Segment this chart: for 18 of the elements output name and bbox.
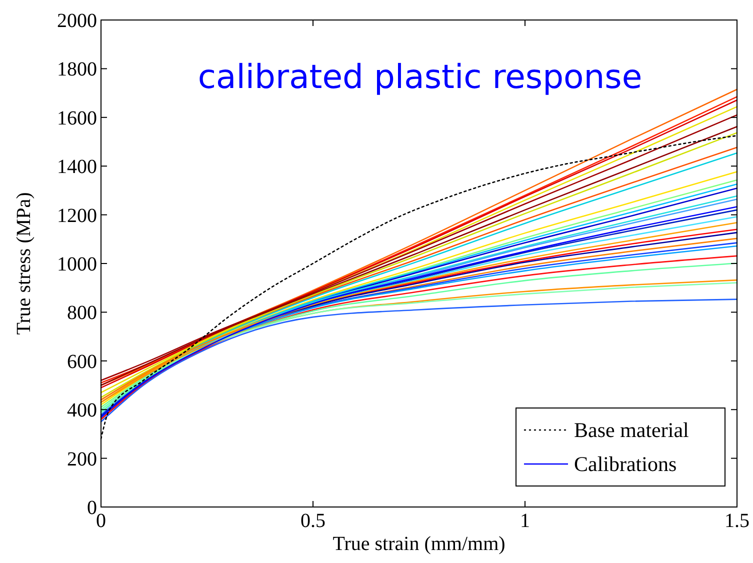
y-tick-label: 600 bbox=[67, 350, 97, 373]
y-tick-label: 1800 bbox=[57, 58, 97, 81]
y-tick-label: 1000 bbox=[57, 254, 97, 276]
legend-label: Calibrations bbox=[574, 452, 677, 476]
y-tick-label: 1200 bbox=[57, 204, 97, 227]
legend-label: Base material bbox=[574, 418, 690, 442]
y-axis-title: True stress (MPa) bbox=[13, 192, 35, 335]
y-tick-label: 2000 bbox=[57, 10, 97, 32]
x-tick-label: 0.5 bbox=[300, 510, 326, 532]
x-axis-title: True strain (mm/mm) bbox=[332, 533, 506, 555]
x-tick-label: 1 bbox=[520, 510, 530, 532]
y-tick-label: 1400 bbox=[57, 156, 97, 178]
text: calibrated plastic response bbox=[198, 57, 642, 96]
x-tick-label: 1.5 bbox=[724, 510, 750, 532]
y-tick-label: 200 bbox=[67, 448, 97, 470]
y-tick-label: 1600 bbox=[57, 107, 97, 130]
y-tick-label: 400 bbox=[67, 400, 97, 422]
y-tick-label: 800 bbox=[67, 302, 97, 324]
